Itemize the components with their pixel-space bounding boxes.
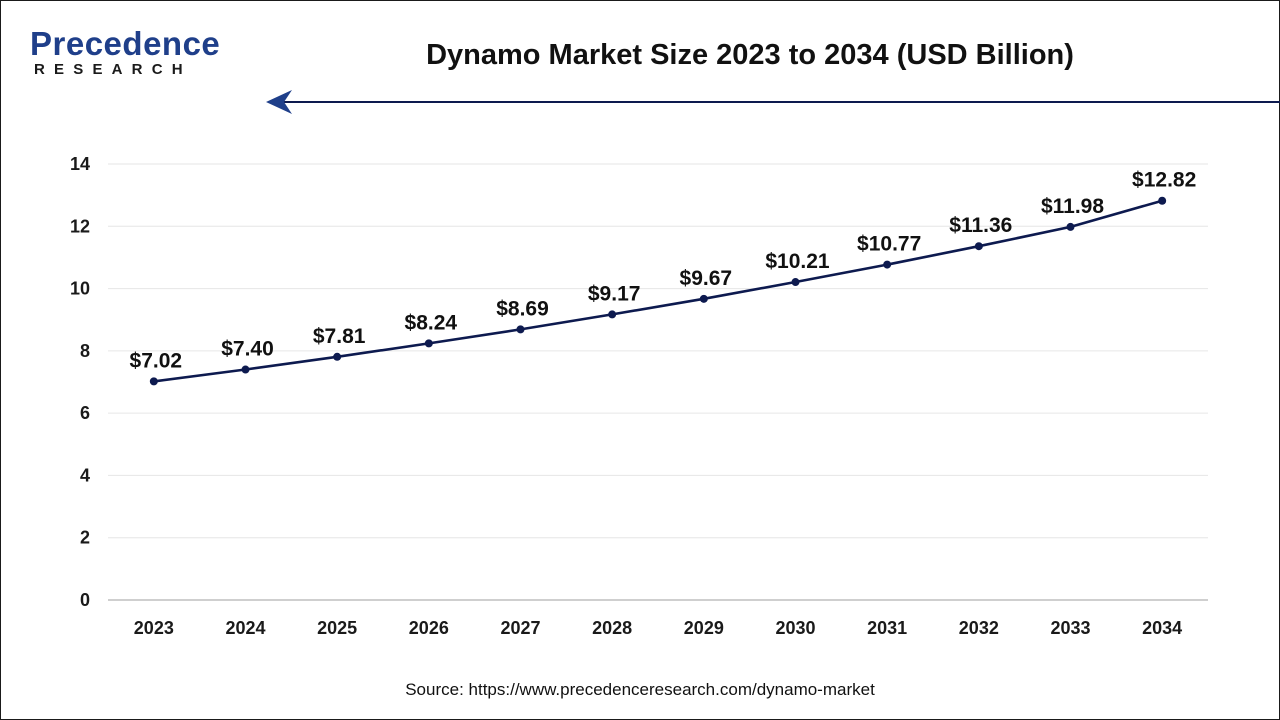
data-label: $8.69 bbox=[496, 297, 549, 320]
data-label: $11.98 bbox=[1041, 195, 1104, 218]
data-label: $11.36 bbox=[949, 214, 1012, 237]
data-label: $10.21 bbox=[765, 250, 830, 273]
data-label: $7.40 bbox=[221, 338, 274, 361]
x-tick-label: 2023 bbox=[134, 618, 174, 638]
source-note: Source: https://www.precedenceresearch.c… bbox=[405, 680, 875, 699]
data-point bbox=[883, 260, 892, 269]
data-label: $8.24 bbox=[405, 311, 458, 334]
brand-subtitle: RESEARCH bbox=[34, 61, 192, 78]
y-tick-label: 10 bbox=[70, 279, 90, 299]
y-tick-label: 8 bbox=[80, 341, 90, 361]
x-tick-label: 2028 bbox=[592, 618, 632, 638]
y-tick-label: 14 bbox=[70, 154, 90, 174]
brand-name: Precedence bbox=[30, 25, 221, 62]
data-label: $7.02 bbox=[130, 349, 183, 372]
data-label: $7.81 bbox=[313, 325, 366, 348]
brand-logo: Precedence RESEARCH bbox=[30, 26, 230, 82]
data-point bbox=[791, 278, 800, 287]
x-tick-label: 2026 bbox=[409, 618, 449, 638]
x-tick-label: 2032 bbox=[959, 618, 999, 638]
arrow-icon bbox=[266, 90, 1280, 114]
data-point bbox=[333, 352, 342, 361]
data-point bbox=[974, 242, 983, 251]
x-tick-label: 2033 bbox=[1050, 618, 1090, 638]
x-tick-label: 2025 bbox=[317, 618, 357, 638]
data-points bbox=[149, 196, 1167, 386]
series-line-path bbox=[152, 199, 1164, 383]
data-labels: $7.02 $7.40 $7.81 $8.24 $8.69 $9.17 $9.67 $10.2… bbox=[130, 169, 1197, 373]
x-tick-label: 2031 bbox=[867, 618, 907, 638]
x-tick-label: 2034 bbox=[1142, 618, 1182, 638]
x-tick-label: 2027 bbox=[500, 618, 540, 638]
y-tick-label: 4 bbox=[80, 465, 90, 485]
data-point bbox=[699, 294, 708, 303]
chart-title: Dynamo Market Size 2023 to 2034 (USD Bil… bbox=[426, 39, 1074, 71]
data-label: $9.17 bbox=[588, 282, 641, 305]
data-label: $9.67 bbox=[680, 267, 733, 290]
x-tick-label: 2024 bbox=[225, 618, 265, 638]
y-axis-ticks: 0 2 4 6 8 10 12 14 bbox=[70, 154, 90, 610]
gridlines bbox=[108, 163, 1208, 601]
series-line bbox=[152, 199, 1164, 383]
data-point bbox=[516, 325, 525, 334]
data-point bbox=[241, 365, 250, 374]
y-tick-label: 0 bbox=[80, 590, 90, 610]
y-tick-label: 2 bbox=[80, 528, 90, 548]
y-tick-label: 6 bbox=[80, 403, 90, 423]
data-point bbox=[608, 310, 617, 319]
data-point bbox=[1066, 222, 1075, 231]
data-label: $12.82 bbox=[1132, 169, 1196, 192]
x-axis-ticks: 2023 2024 2025 2026 2027 2028 2029 2030 2031 2032… bbox=[134, 618, 1182, 638]
x-tick-label: 2029 bbox=[684, 618, 724, 638]
x-tick-label: 2030 bbox=[775, 618, 815, 638]
y-tick-label: 12 bbox=[70, 216, 90, 236]
data-point bbox=[149, 377, 158, 386]
data-point bbox=[424, 339, 433, 348]
data-label: $10.77 bbox=[857, 233, 921, 256]
data-point bbox=[1158, 196, 1167, 205]
